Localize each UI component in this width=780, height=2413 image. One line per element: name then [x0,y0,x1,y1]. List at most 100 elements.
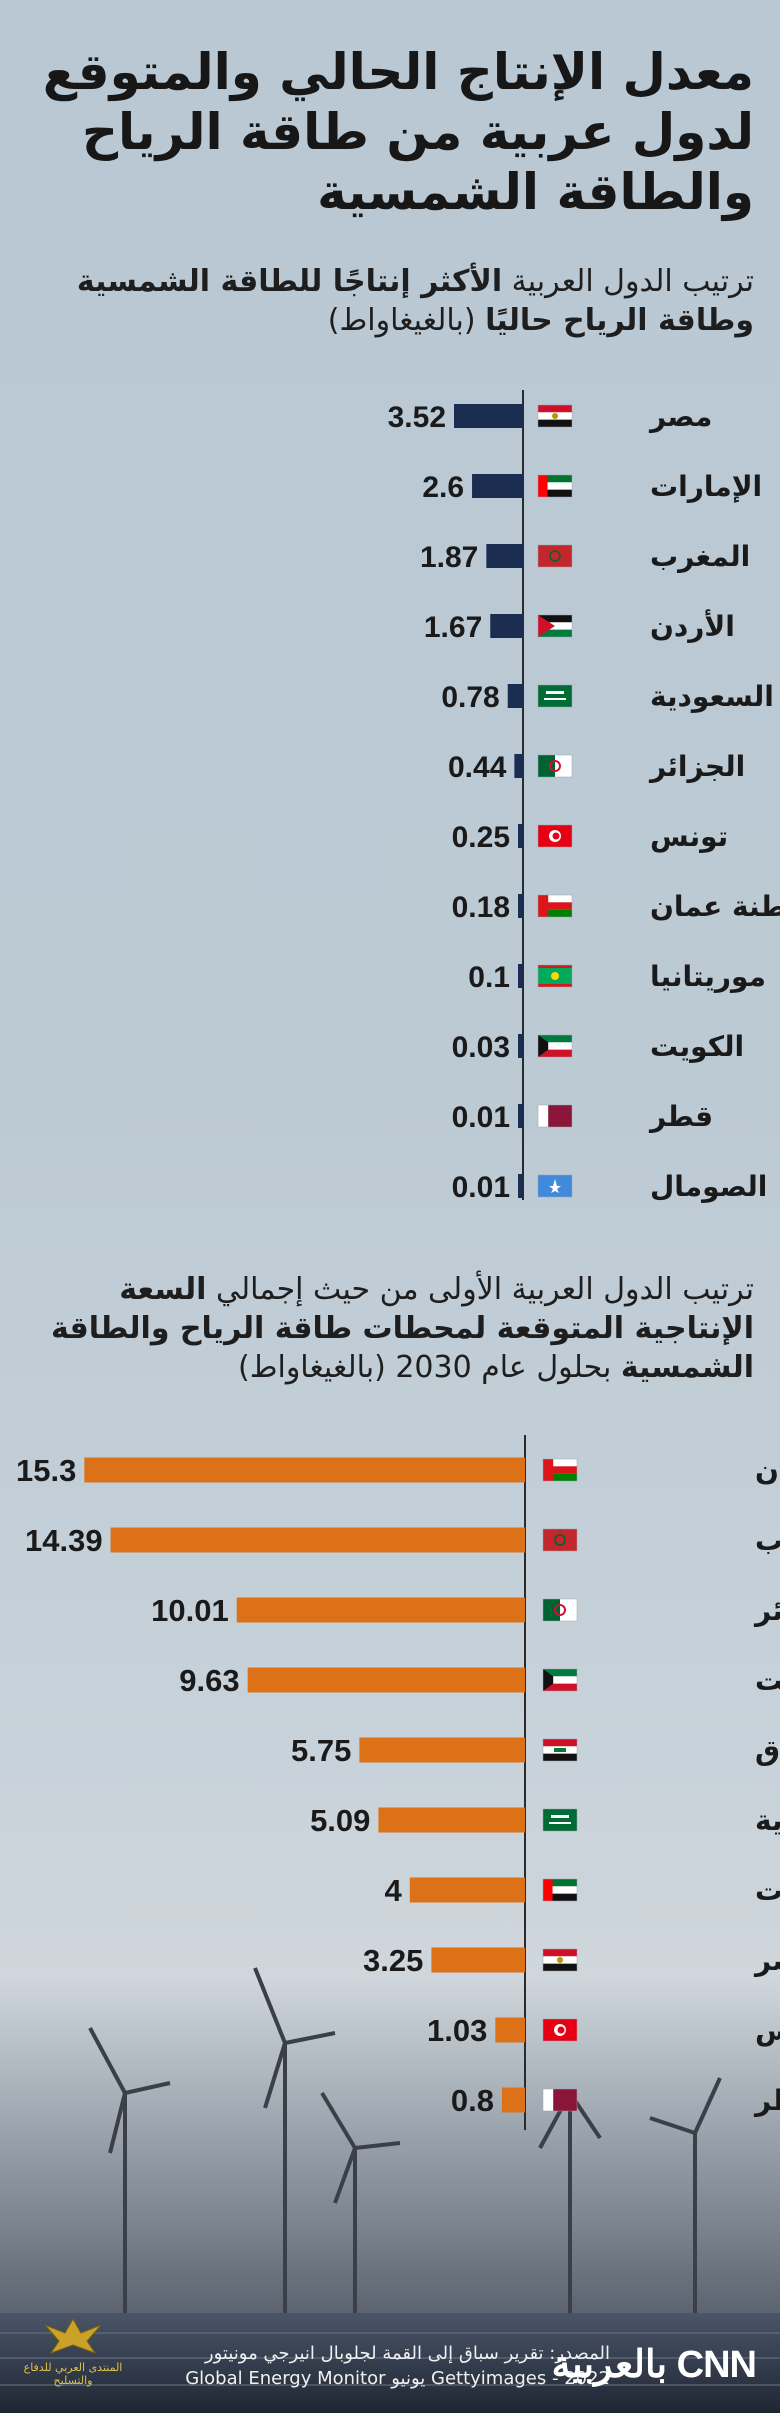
chart1-subtitle-part1: ترتيب الدول العربية [502,264,754,299]
category-label: الإمارات [755,1874,780,1907]
chart1-subtitle: ترتيب الدول العربية الأكثر إنتاجًا للطاق… [24,262,754,340]
bar [518,894,523,918]
source-line-2: Gettyimages - 2022 يونيو Global Energy M… [185,2367,610,2389]
somalia-flag-icon [537,1174,573,1198]
category-label: تونس [755,2014,780,2047]
kuwait-flag-icon [542,1668,578,1692]
chart-row: 5.09 السعودية [310,1803,780,1838]
bar [236,1597,525,1623]
saudi-flag-icon [542,1808,578,1832]
chart-row: 0.8 قطر [451,2083,780,2118]
watermark-text: المنتدى العربي للدفاع والتسليح [23,2360,123,2387]
bar-value-label: 2.6 [422,471,464,504]
chart-row: 1.67 الأردن [424,609,735,644]
bar [490,614,523,638]
chart-row: 5.75 العراق [291,1733,780,1768]
oman-flag-icon [542,1458,578,1482]
category-label: تونس [650,820,728,853]
iraq-flag-icon [542,1738,578,1762]
category-label: الأردن [650,609,735,643]
bar [514,754,523,778]
bar-value-label: 0.03 [452,1031,510,1064]
chart-row: 4 الإمارات [385,1873,780,1908]
chart2-subtitle-part1: ترتيب الدول العربية الأولى من حيث إجمالي [206,1272,754,1307]
chart-row: 0.01 الصومال [452,1170,768,1204]
bar [359,1737,525,1763]
chart-row: 0.01 قطر [452,1100,713,1134]
algeria-flag-icon [542,1598,578,1622]
chart2-subtitle: ترتيب الدول العربية الأولى من حيث إجمالي… [24,1270,754,1387]
bar-value-label: 1.87 [420,541,478,574]
bar [486,544,523,568]
bar-value-label: 9.63 [179,1663,239,1698]
bar-value-label: 5.75 [291,1733,351,1768]
chart-row: 15.3 سلطنة عمان [16,1453,780,1488]
bar-value-label: 3.52 [388,401,446,434]
category-label: الجزائر [648,750,745,783]
bar-value-label: 1.03 [427,2013,487,2048]
chart-row: 0.18 سلطنة عمان [452,890,780,924]
chart-row: 0.78 السعودية [441,680,774,714]
morocco-flag-icon [542,1528,578,1552]
mauritania-flag-icon [537,964,573,988]
page-title: معدل الإنتاج الحالي والمتوقع لدول عربية … [42,43,754,221]
chart-row: 0.1 موريتانيا [468,960,766,994]
category-label: السعودية [755,1804,780,1837]
chart-row: 3.52 مصر [388,400,713,434]
chart-row: 0.25 تونس [452,820,729,854]
category-label: الصومال [650,1170,767,1203]
bar-value-label: 10.01 [151,1593,229,1628]
category-label: الكويت [650,1030,744,1063]
oman-flag-icon [537,894,573,918]
qatar-flag-icon [542,2088,578,2112]
projected-capacity-chart: 15.3 سلطنة عمان 14.39 المغرب 10.01 الجزائر 9.6… [16,1435,780,2130]
cnn-arabic-logo: CNN بالعربية [551,2344,757,2386]
uae-flag-icon [542,1878,578,1902]
egypt-flag-icon [537,404,573,428]
bar [518,1104,523,1128]
bar-value-label: 0.25 [452,821,510,854]
saudi-flag-icon [537,684,573,708]
qatar-flag-icon [537,1104,573,1128]
bar [518,824,523,848]
bar-value-label: 0.01 [452,1171,510,1204]
uae-flag-icon [537,474,573,498]
chart-row: 2.6 الإمارات [422,470,762,504]
bar [518,964,523,988]
bar-value-label: 0.44 [448,751,507,784]
category-label: الكويت [755,1664,780,1697]
category-label: قطر [753,2084,780,2117]
bar-value-label: 0.8 [451,2083,494,2118]
bar-value-label: 1.67 [424,611,482,644]
chart-row: 0.03 الكويت [452,1030,745,1064]
algeria-flag-icon [537,754,573,778]
bar [495,2017,525,2043]
category-label: السعودية [650,680,774,713]
chart-row: 9.63 الكويت [179,1663,780,1698]
chart-row: 1.87 المغرب [420,540,750,574]
egypt-flag-icon [542,1948,578,1972]
chart-row: 1.03 تونس [427,2013,780,2048]
chart-row: 0.44 الجزائر [448,750,745,784]
category-label: موريتانيا [650,960,766,993]
source-footer: المصدر: تقرير سباق إلى القمة لجلوبال اني… [160,2342,610,2391]
bar-value-label: 4 [385,1873,403,1908]
kuwait-flag-icon [537,1034,573,1058]
forum-watermark: المنتدى العربي للدفاع والتسليح [18,2315,128,2387]
tunisia-flag-icon [537,824,573,848]
chart-row: 10.01 الجزائر [151,1593,780,1628]
eagle-emblem-icon [44,2318,102,2355]
category-label: مصر [648,400,712,433]
category-label: الجزائر [753,1594,780,1627]
chart-row: 3.25 مصر [363,1943,780,1978]
bar [409,1877,525,1903]
bar [501,2087,525,2113]
jordan-flag-icon [537,614,573,638]
category-label: العراق [755,1734,780,1767]
bar-value-label: 0.18 [452,891,510,924]
category-label: سلطنة عمان [755,1454,780,1487]
chart1-subtitle-part2: الأكثر إنتاجًا للطاقة الشمسية وطاقة الري… [76,264,754,338]
bar-value-label: 14.39 [25,1523,103,1558]
category-label: المغرب [650,540,750,573]
bar-value-label: 5.09 [310,1803,370,1838]
